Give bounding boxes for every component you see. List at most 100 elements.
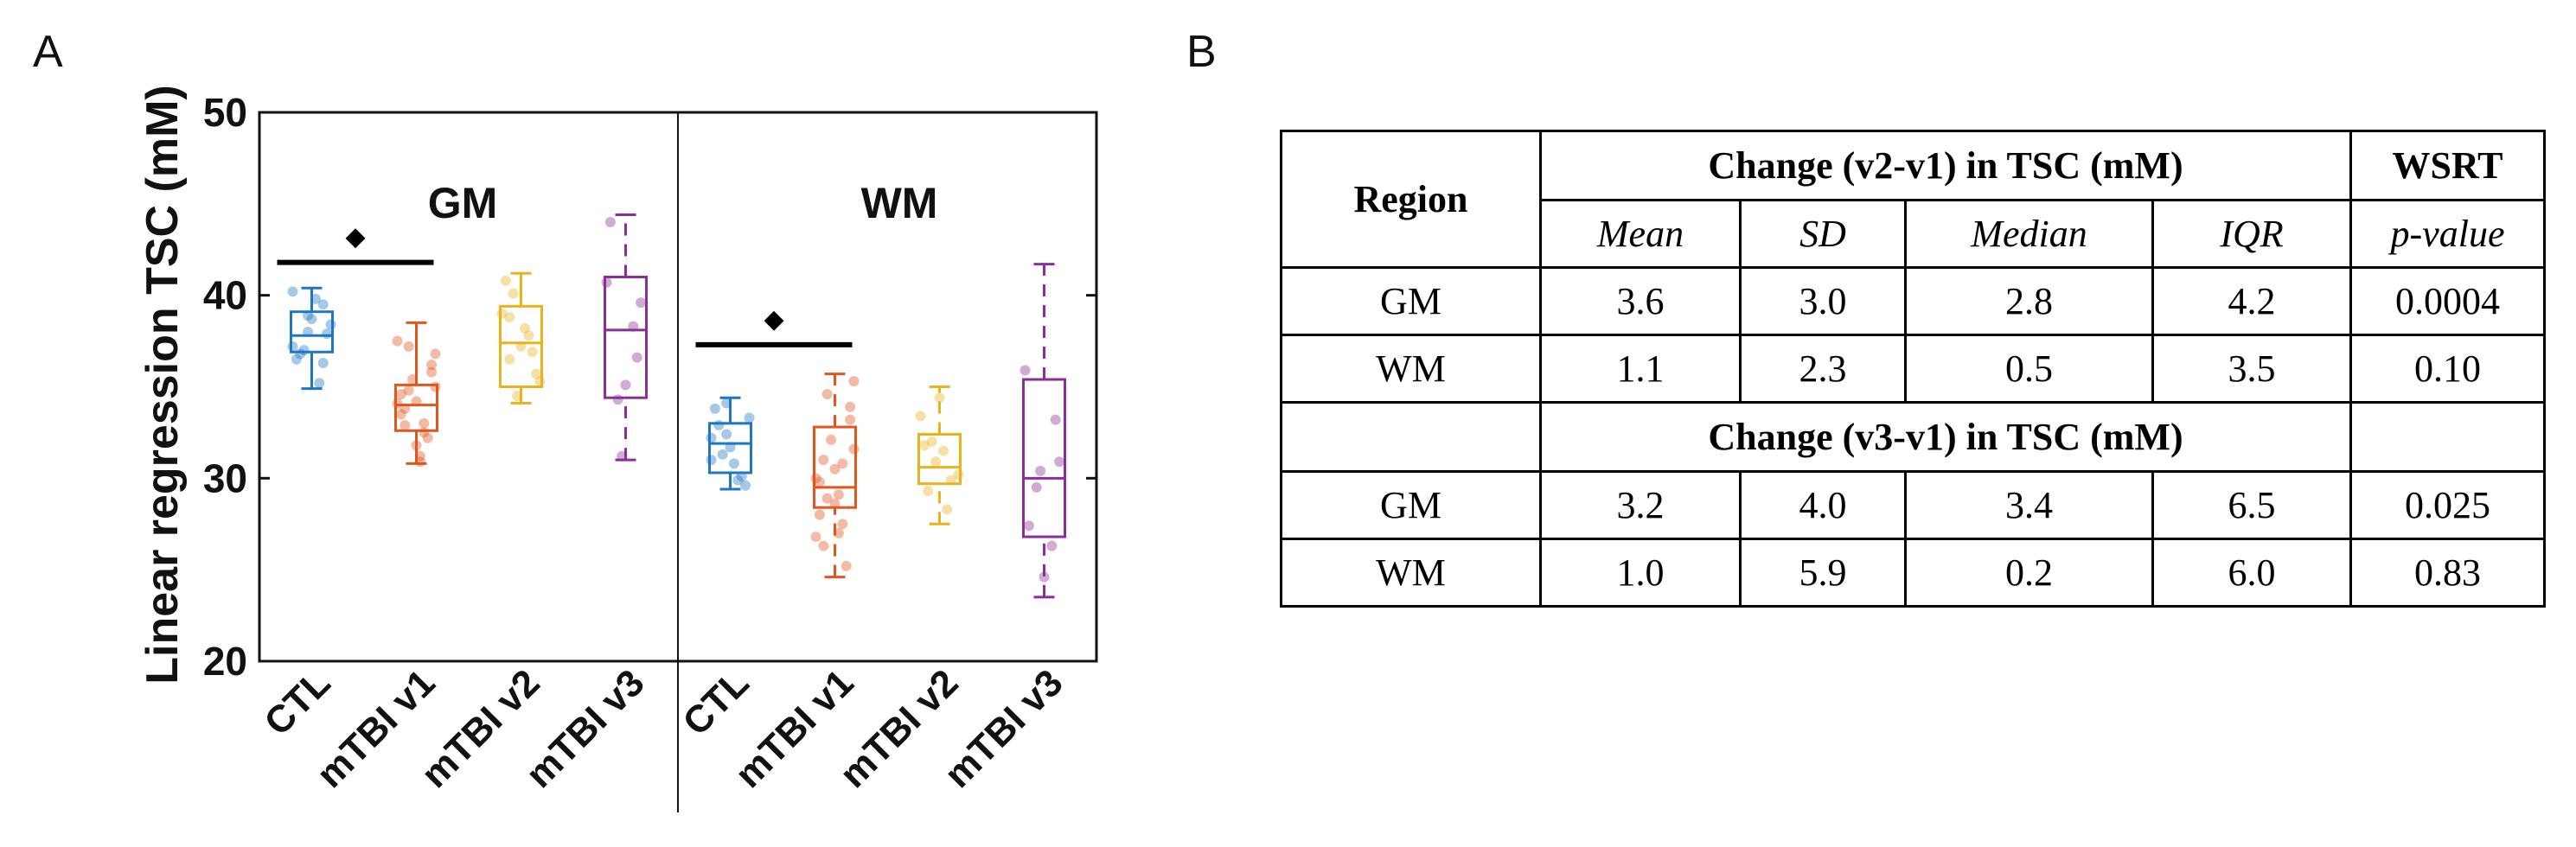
data-point	[291, 353, 302, 365]
data-point	[821, 493, 833, 504]
cell-p-value: 0.0004	[2349, 266, 2546, 336]
data-point	[1039, 571, 1050, 583]
cell-sd: 3.0	[1739, 266, 1907, 336]
box-iqr	[604, 276, 648, 399]
data-point	[628, 321, 639, 332]
data-point	[744, 412, 755, 424]
data-point	[732, 474, 744, 486]
data-point	[414, 450, 425, 462]
data-point	[519, 322, 530, 334]
data-point	[721, 398, 732, 409]
data-point	[419, 417, 430, 429]
data-point	[504, 353, 515, 365]
data-point	[419, 427, 430, 438]
region-header: Region	[1280, 130, 1542, 269]
x-tick-label: CTL	[674, 661, 757, 743]
panel-title: GM	[428, 179, 498, 227]
data-point	[740, 480, 751, 491]
cell-region: GM	[1280, 266, 1542, 336]
data-point	[601, 277, 612, 288]
data-point	[1054, 456, 1065, 468]
data-point	[426, 366, 438, 378]
change-v3-header: Change (v3-v1) in TSC (mM)	[1539, 401, 2352, 473]
data-point	[953, 469, 964, 481]
empty-cell	[1280, 401, 1542, 473]
subheader-iqr: IQR	[2151, 199, 2352, 269]
data-point	[411, 396, 422, 407]
cell-mean: 1.1	[1539, 334, 1742, 404]
y-tick-label: 20	[203, 639, 247, 684]
data-point	[400, 419, 411, 430]
data-point	[395, 388, 406, 399]
data-point	[400, 403, 411, 414]
box-iqr	[708, 422, 752, 474]
data-point	[926, 436, 937, 447]
data-point	[934, 392, 945, 404]
data-point	[496, 308, 508, 319]
data-point	[923, 486, 934, 497]
cell-region: GM	[1280, 470, 1542, 540]
data-point	[930, 456, 942, 468]
significance-marker: ◆	[764, 305, 783, 334]
data-point	[1020, 365, 1031, 376]
table-row: GM 3.2 4.0 3.4 6.5 0.025	[1280, 470, 2546, 540]
cell-mean: 1.0	[1539, 538, 1742, 608]
box-iqr	[917, 433, 962, 486]
y-tick-label: 30	[203, 455, 247, 500]
empty-cell	[2349, 401, 2546, 473]
data-point	[818, 540, 829, 551]
cell-p-value: 0.025	[2349, 470, 2546, 540]
data-point	[1035, 465, 1046, 476]
data-point	[620, 379, 631, 391]
change-v2-header: Change (v2-v1) in TSC (mM)	[1539, 130, 2352, 201]
boxplot-chart: Linear regression TSC (mM) 20304050CTLmT…	[137, 85, 1098, 812]
data-point	[845, 414, 856, 425]
data-point	[833, 527, 844, 538]
data-point	[706, 455, 717, 466]
cell-mean: 3.6	[1539, 266, 1742, 336]
table-row: GM 3.6 3.0 2.8 4.2 0.0004	[1280, 266, 2546, 336]
data-point	[314, 378, 325, 389]
data-point	[527, 347, 538, 358]
x-tick-label: CTL	[256, 661, 338, 743]
data-point	[942, 504, 953, 515]
data-point	[512, 391, 523, 402]
cell-sd: 4.0	[1739, 470, 1907, 540]
data-point	[531, 368, 542, 379]
panel-b-label: B	[1186, 27, 1217, 77]
data-point	[945, 474, 956, 486]
cell-median: 2.8	[1904, 266, 2154, 336]
data-point	[430, 348, 441, 360]
y-tick-label: 40	[203, 273, 247, 318]
data-point	[392, 398, 403, 409]
data-point	[915, 411, 926, 422]
data-point	[918, 440, 930, 451]
data-point	[317, 357, 329, 368]
data-point	[725, 442, 736, 453]
y-tick-label: 50	[203, 90, 247, 135]
box-iqr	[813, 425, 857, 509]
data-point	[422, 432, 433, 443]
data-point	[303, 309, 314, 321]
data-point	[837, 458, 848, 469]
data-point	[504, 312, 515, 323]
data-point	[426, 360, 438, 371]
data-point	[845, 401, 856, 412]
y-axis-label: Linear regression TSC (mM)	[137, 85, 188, 684]
stats-table: Region Change (v2-v1) in TSC (mM) WSRT M…	[1280, 130, 2546, 608]
data-point	[814, 509, 825, 520]
data-point	[721, 429, 732, 440]
data-point	[841, 560, 852, 571]
data-point	[837, 519, 848, 530]
box-iqr	[290, 310, 334, 353]
wsrt-header: WSRT	[2349, 130, 2546, 201]
data-point	[713, 419, 725, 430]
data-point	[1046, 540, 1058, 551]
data-point	[1050, 414, 1061, 425]
data-point	[395, 409, 406, 420]
data-point	[392, 335, 403, 347]
data-point	[814, 476, 825, 487]
subheader-sd: SD	[1739, 199, 1907, 269]
data-point	[534, 376, 546, 387]
data-point	[709, 403, 720, 414]
